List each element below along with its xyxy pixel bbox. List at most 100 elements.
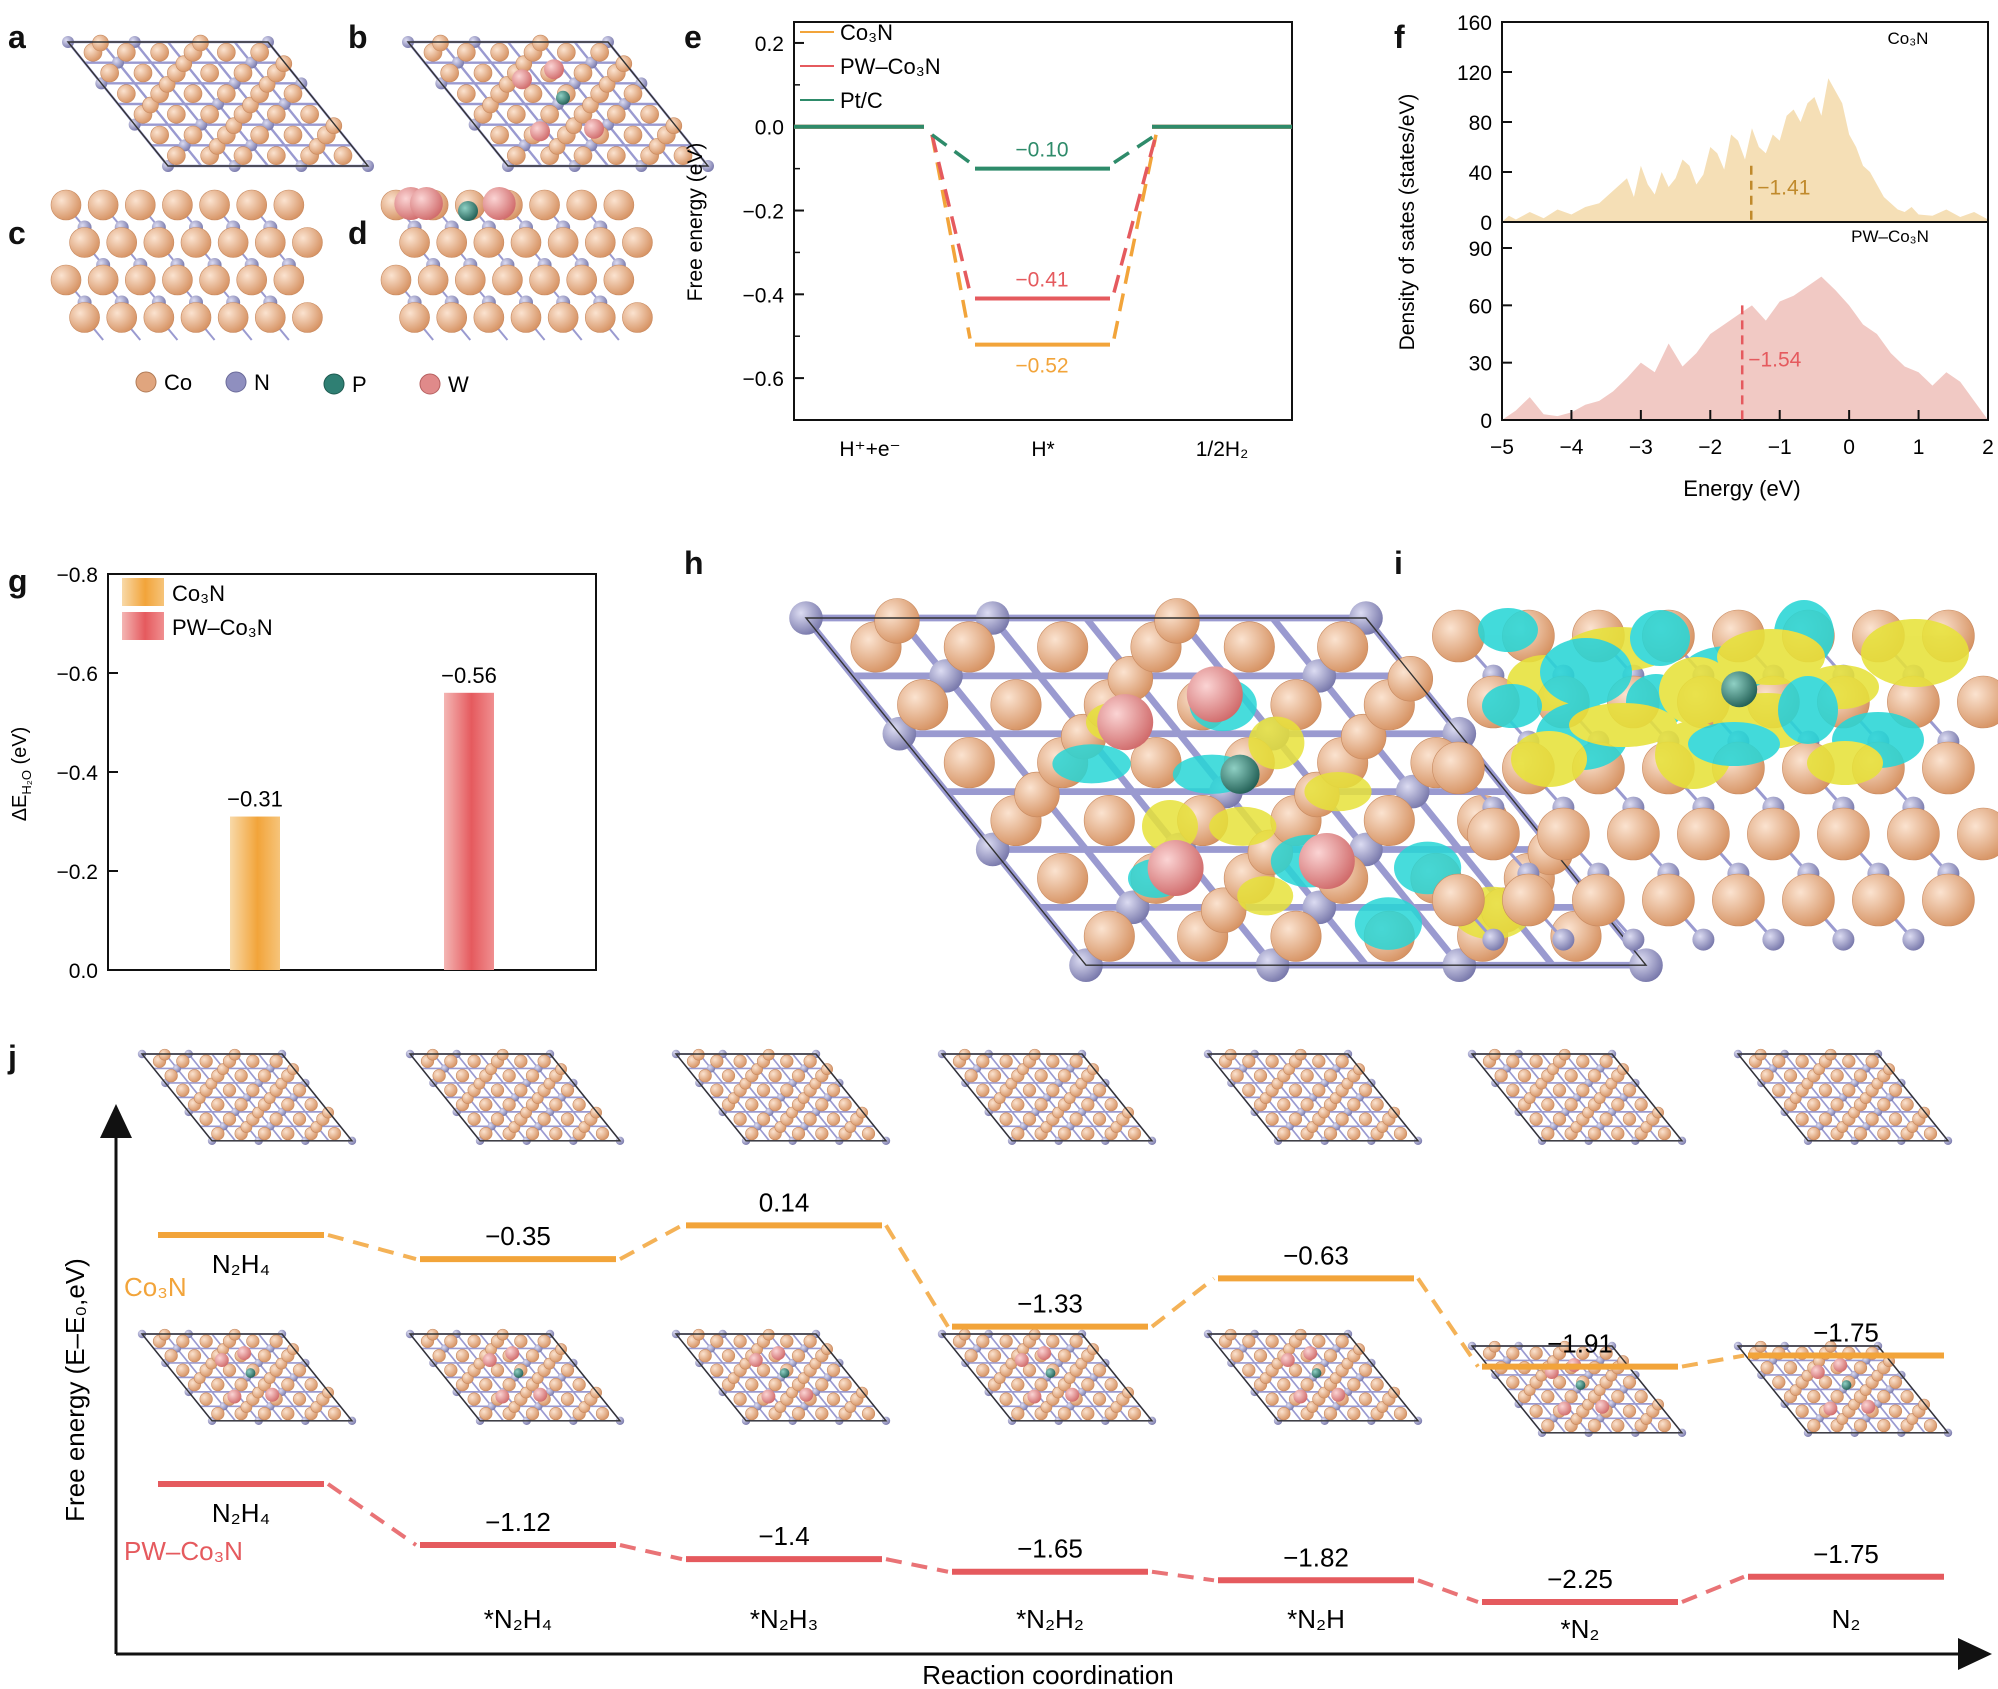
co-atom [514, 1334, 528, 1348]
chart-e-value-label: −0.10 [1015, 139, 1068, 162]
chart-j-x-arrow [1958, 1638, 1992, 1670]
co-atom [100, 63, 119, 83]
w-atom [771, 1346, 786, 1361]
co-atom [791, 1406, 806, 1421]
co-atom [1772, 1054, 1786, 1068]
atoms [1203, 1328, 1423, 1426]
co-atom [943, 621, 995, 673]
chart-e-frame [793, 21, 1293, 421]
co-atom [124, 189, 156, 221]
co-atom [292, 1363, 307, 1377]
co-atom [117, 43, 136, 62]
co-atom [1057, 1069, 1072, 1083]
co-atom [780, 1334, 794, 1348]
co-atom [1277, 1406, 1291, 1421]
chart-e-value-label: −0.41 [1015, 269, 1068, 292]
co-atom [176, 1083, 190, 1097]
co-atom [444, 1083, 458, 1097]
co-atom [1370, 1378, 1384, 1392]
co-atom [490, 1363, 505, 1377]
co-atom [529, 189, 560, 221]
co-atom [426, 1328, 439, 1341]
co-atom [217, 302, 249, 333]
chart-e-ytick-label: −0.4 [743, 284, 785, 307]
co-atom [273, 189, 305, 221]
chart-j-level-label: −2.25 [1547, 1564, 1613, 1594]
co-atom [380, 264, 412, 296]
isosurface [1478, 600, 1969, 789]
co-atom [292, 1392, 307, 1406]
co-atom [50, 264, 82, 296]
co-atom [199, 1054, 213, 1068]
w-atom [482, 187, 516, 220]
co-atom [584, 302, 616, 333]
panel-letters: a b c d e f g h i j [7, 19, 1405, 1075]
co-atom [1634, 1098, 1648, 1112]
chart-j-y-arrow [100, 1104, 132, 1138]
chart-j-level-label: N₂H₄ [212, 1249, 270, 1279]
chart-j-structure-pw-co3n [137, 1328, 357, 1426]
co-atom [1552, 1375, 1567, 1389]
co-atom [1069, 1334, 1083, 1348]
chart-g-ytick-label: 0.0 [69, 960, 98, 983]
legend-w-atom [419, 373, 441, 395]
co-atom [1312, 1334, 1326, 1348]
co-atom [1599, 1112, 1613, 1126]
p-atom [556, 90, 570, 105]
co-atom [1011, 1378, 1025, 1392]
unit-cell [940, 1333, 1154, 1422]
co-atom [490, 1083, 505, 1097]
chart-f-dband-label: −1.41 [1757, 177, 1810, 200]
co-atom [721, 1349, 736, 1363]
co-atom [257, 1126, 272, 1141]
co-atom [87, 264, 119, 296]
co-atom [292, 1112, 307, 1126]
co-atom [1754, 1048, 1767, 1061]
chart-j-structure-co3n [1203, 1048, 1423, 1146]
chart-f-frame [1501, 221, 1989, 421]
co-atom [976, 1083, 990, 1097]
chart-j-transition [327, 1233, 417, 1262]
atoms [62, 34, 374, 172]
co-atom [999, 1112, 1013, 1126]
co-atom [1564, 1098, 1578, 1112]
co-atom [710, 1363, 724, 1377]
co-atom [1900, 1098, 1914, 1112]
co-atom [1488, 1340, 1501, 1353]
chart-g-content: 0.0 −0.2 −0.4 −0.6 −0.8 −0.31 −0.56 [57, 564, 497, 983]
co-atom [1877, 1098, 1891, 1112]
w-atom [1861, 1399, 1876, 1414]
chart-e-category-label: H* [1031, 438, 1054, 461]
chart-j-category-label: *N₂H₃ [750, 1604, 818, 1634]
co-atom [1081, 1098, 1095, 1112]
w-atom [1186, 666, 1243, 723]
charge-depletion [1630, 610, 1690, 666]
structure-side-view-pw-co3n [380, 187, 653, 341]
chart-f-xtick-label: −1 [1768, 436, 1792, 459]
co-atom [590, 43, 609, 62]
co-atom [1265, 1112, 1279, 1126]
panel-letter-i: i [1394, 545, 1403, 581]
co-atom [327, 1126, 342, 1141]
chart-j-transition [619, 1543, 683, 1562]
chart-f-density-of-states: Density of sates (states/eV) Energy (eV)… [1396, 12, 1994, 501]
co-atom [603, 264, 635, 296]
co-atom [549, 1406, 563, 1421]
co-atom [300, 105, 319, 124]
charge-depletion [1354, 897, 1422, 950]
chart-j-structure-pw-co3n [1467, 1340, 1687, 1438]
co-atom [1957, 807, 1998, 861]
co-atom [780, 1054, 794, 1068]
chart-j-category-label: *N₂H₄ [484, 1604, 552, 1634]
atoms [671, 1048, 891, 1146]
chart-j-structures [137, 1048, 1953, 1438]
w-atom [1810, 1365, 1825, 1380]
w-atom [533, 1387, 548, 1402]
chart-e-legend-pw: PW–Co₃N [840, 54, 941, 79]
co-atom [1877, 1390, 1891, 1404]
chart-f-xtick-label: 1 [1913, 436, 1925, 459]
co-atom [1242, 1083, 1256, 1097]
co-atom [1393, 1126, 1408, 1141]
co-atom [1104, 1378, 1118, 1392]
chart-j-transition [885, 1557, 949, 1574]
